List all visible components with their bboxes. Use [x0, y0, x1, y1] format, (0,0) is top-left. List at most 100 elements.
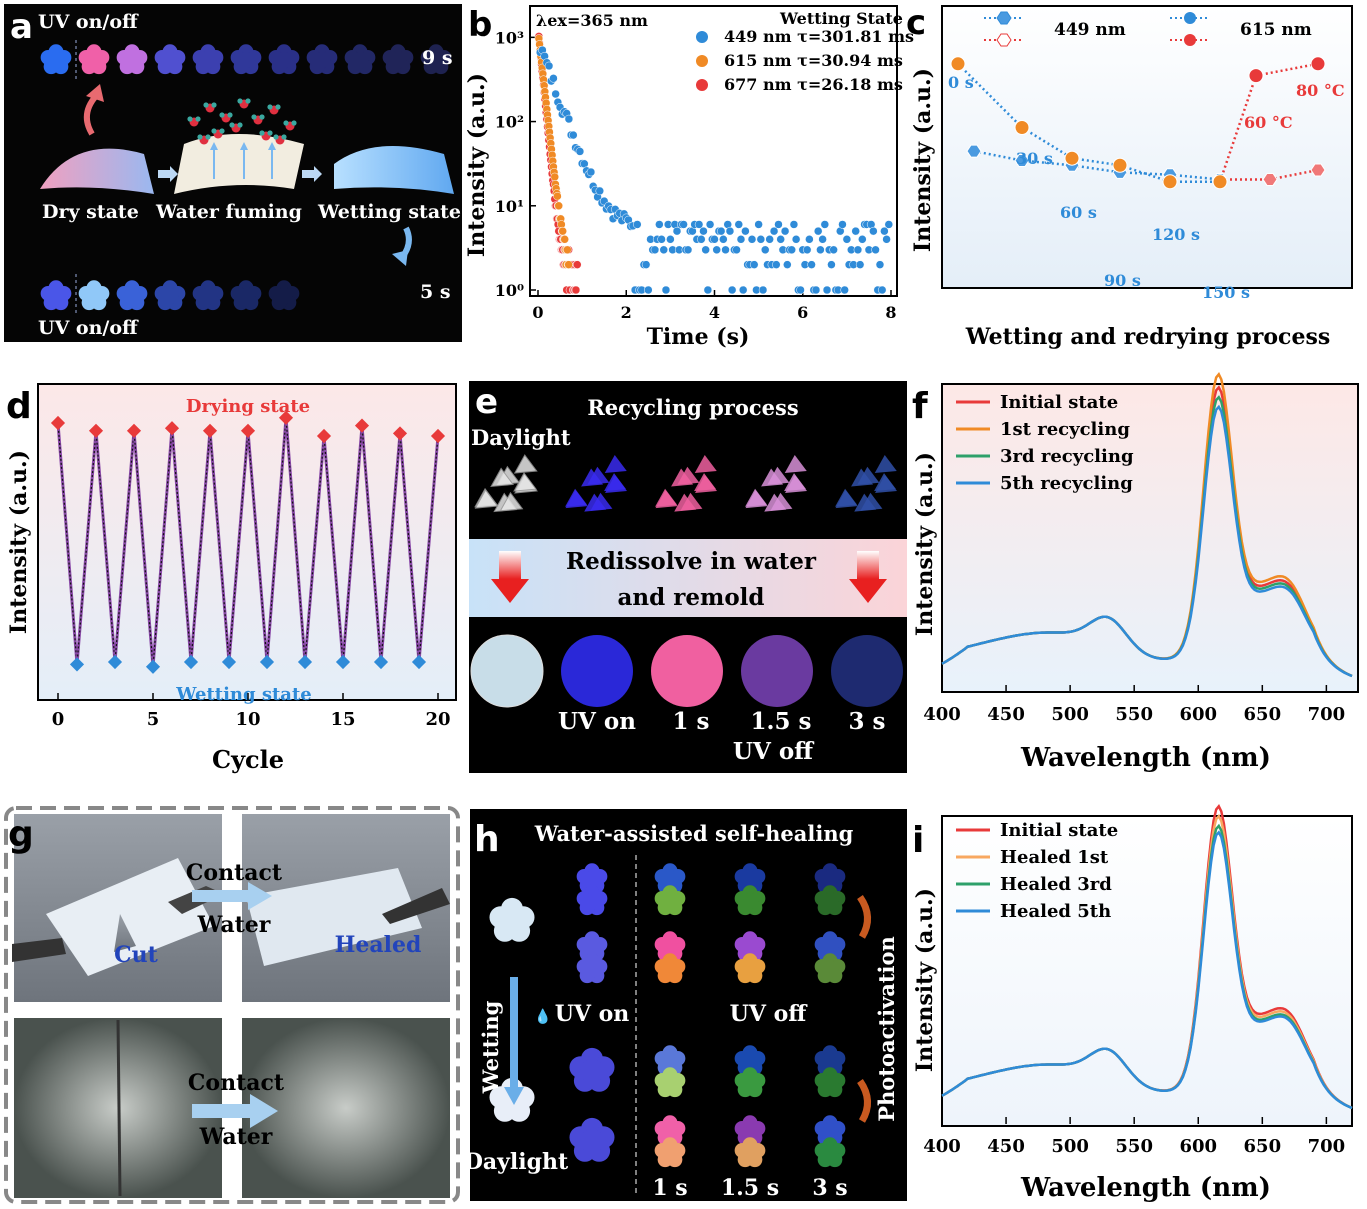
- time-1-5s: 1.5 s: [721, 1175, 779, 1201]
- data-point: [736, 235, 746, 244]
- flower-top: [268, 44, 300, 75]
- circle-marker: [1310, 56, 1326, 72]
- panel-letter-b: b: [468, 5, 492, 45]
- down-arrow-icon: [491, 579, 529, 603]
- y-tick-label: 10³: [495, 28, 524, 47]
- flower-uv-on: [569, 1047, 615, 1092]
- point-label: 120 s: [1152, 225, 1200, 244]
- data-point: [553, 191, 562, 201]
- data-point: [666, 235, 675, 244]
- label-1-5s: 1.5 s: [751, 708, 812, 735]
- legend-label: Healed 5th: [1000, 901, 1111, 922]
- data-point: [787, 245, 796, 255]
- data-point: [851, 226, 860, 236]
- data-point: [855, 260, 865, 269]
- flower-bottom: [154, 280, 186, 311]
- flower-bottom-half: [654, 953, 686, 984]
- redissolve-line-2: and remold: [618, 584, 765, 611]
- contact-arrow-icon: [248, 882, 272, 910]
- data-point: [877, 285, 887, 295]
- split-flower: [734, 1115, 766, 1168]
- down-arrow-icon: [849, 579, 887, 603]
- data-point: [882, 235, 891, 244]
- split-flower: [576, 931, 608, 984]
- sample-disc: [831, 635, 903, 707]
- plot-frame: [941, 815, 1353, 1127]
- water-molecule-icon: [203, 102, 217, 113]
- hexagon-marker: [1262, 172, 1278, 186]
- point-label: 0 s: [948, 73, 974, 92]
- flower-bottom: [116, 280, 148, 311]
- data-point: [575, 147, 585, 156]
- data-point: [712, 245, 721, 255]
- series-segment: [973, 149, 1023, 162]
- data-point: [805, 235, 814, 244]
- data-point: [734, 220, 744, 229]
- point-label: 30 s: [1016, 149, 1053, 168]
- recycling-title: Recycling process: [587, 395, 798, 420]
- wetting-state-film: [334, 146, 454, 194]
- wetting-state-label: Wetting state: [175, 684, 311, 705]
- flower-top-half: [576, 863, 608, 894]
- split-flower: [654, 863, 686, 916]
- x-tick-label: 6: [797, 303, 808, 322]
- wetting-marker: [297, 654, 313, 670]
- flower-top: [382, 44, 414, 75]
- data-point: [571, 285, 581, 295]
- circle-marker: [1112, 157, 1128, 173]
- drying-marker: [430, 428, 446, 444]
- photoactivation-arrow-icon: [857, 1078, 871, 1123]
- fuming-film: [174, 134, 304, 194]
- flower-top: [192, 44, 224, 75]
- data-point: [820, 220, 830, 229]
- x-tick-label: 600: [1179, 704, 1217, 725]
- panel-letter-g: g: [8, 814, 34, 855]
- panel-letter-d: d: [6, 386, 32, 427]
- droplet-icon: 💧: [534, 1008, 551, 1025]
- dry-state-label: Dry state: [42, 201, 139, 223]
- arrow-up-icon: [83, 94, 99, 136]
- data-point: [789, 220, 799, 229]
- x-axis-label: Wavelength (nm): [1020, 743, 1271, 773]
- daylight-label: Daylight: [471, 425, 571, 450]
- flower-bottom-half: [814, 1067, 846, 1098]
- x-tick-label: 400: [923, 1136, 961, 1157]
- excitation-label: λex=365 nm: [536, 11, 648, 30]
- film-cut: [46, 858, 214, 976]
- circle-marker: [1162, 174, 1178, 190]
- split-flower: [814, 863, 846, 916]
- point-label: 150 s: [1202, 283, 1250, 302]
- split-flower: [814, 931, 846, 984]
- water-molecule-icon: [267, 104, 281, 115]
- flower-bottom: [230, 280, 262, 311]
- flower-bottom: [192, 280, 224, 311]
- x-tick-label: 15: [330, 709, 355, 730]
- plot-frame: [941, 383, 1359, 693]
- decay-points: [534, 32, 894, 295]
- drying-state-label: Drying state: [186, 396, 310, 417]
- x-tick-label: 650: [1244, 704, 1282, 725]
- data-point: [705, 220, 715, 229]
- wetting-marker: [411, 654, 427, 670]
- flower-bottom-half: [576, 885, 608, 916]
- y-axis-label: Intensity (a.u.): [910, 68, 936, 252]
- drying-marker: [50, 415, 66, 431]
- cycle-segment: [379, 433, 402, 663]
- flower-top-half: [654, 1045, 686, 1076]
- data-point: [838, 220, 847, 229]
- water-molecules: [187, 98, 297, 179]
- time-top: 9 s: [422, 47, 453, 69]
- y-axis-label: Intensity (a.u.): [912, 888, 938, 1072]
- panel-letter-a: a: [10, 7, 33, 47]
- data-point: [875, 260, 885, 269]
- split-flower: [734, 931, 766, 984]
- data-point: [694, 220, 704, 229]
- flake-cluster: [655, 455, 717, 512]
- legend-label: Healed 1st: [1000, 847, 1109, 868]
- data-point: [564, 114, 574, 124]
- data-point: [550, 172, 560, 182]
- photoactivation-arrow-icon: [857, 894, 871, 939]
- panel-i: i Initial state Healed 1st Healed 3rd Heale…: [912, 804, 1353, 1203]
- data-point: [641, 260, 651, 269]
- legend-marker: [696, 31, 708, 43]
